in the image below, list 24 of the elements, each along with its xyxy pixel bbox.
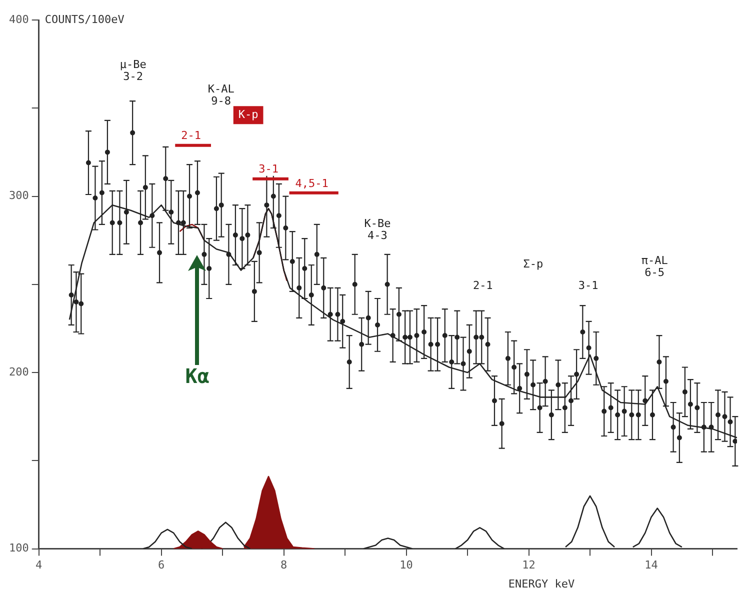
y-tick-label: 100 — [8, 542, 29, 555]
annotation: π-AL 6-5 — [641, 254, 668, 279]
annotation: K-Be 4-3 — [364, 216, 391, 242]
x-tick-label: 12 — [522, 558, 536, 572]
annotation: μ-Be 3-2 — [120, 58, 146, 84]
annotation: 3-1 — [258, 162, 278, 176]
x-tick-label: 14 — [644, 558, 658, 572]
x-tick-label: 10 — [400, 558, 413, 572]
annotation: 4,5-1 — [295, 176, 328, 190]
annotation: K-AL 9-8 — [208, 82, 235, 108]
x-tick-label: 8 — [280, 558, 288, 572]
y-tick-label: 200 — [8, 365, 29, 378]
annotation: 2-1 — [181, 129, 201, 142]
y-tick-label: 400 — [8, 12, 29, 26]
annotation: Σ-p — [523, 258, 544, 271]
x-tick-label: 4 — [36, 558, 43, 572]
x-axis-title: ENERGY keV — [508, 578, 576, 591]
annotation: 2-1 — [472, 278, 493, 292]
annotation: Kα — [185, 364, 210, 388]
y-axis-title: COUNTS/100eV — [44, 12, 125, 26]
x-tick-label: 6 — [158, 558, 165, 572]
annotation: K-p — [238, 108, 258, 122]
annotation: 3-1 — [578, 278, 598, 292]
y-tick-label: 300 — [8, 189, 29, 202]
